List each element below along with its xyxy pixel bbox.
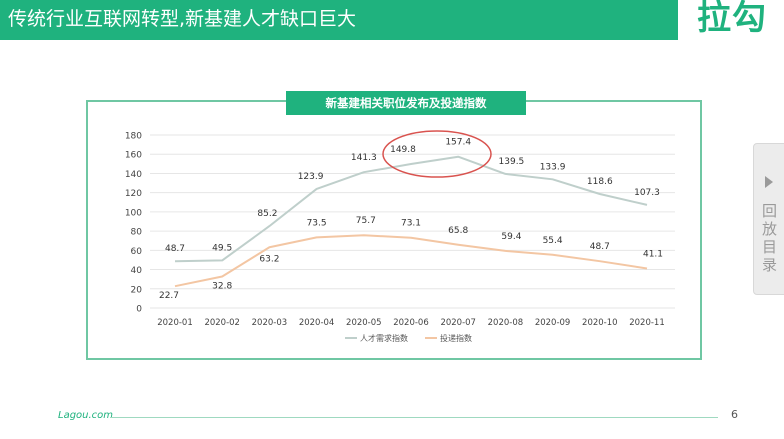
- data-label: 22.7: [159, 291, 179, 301]
- data-label: 85.2: [257, 209, 277, 219]
- y-tick-label: 100: [125, 208, 142, 218]
- legend-label: 人才需求指数: [360, 333, 408, 343]
- data-label: 141.3: [351, 153, 377, 163]
- playback-toc-tab[interactable]: 回放目录: [753, 143, 784, 295]
- data-label: 63.2: [259, 254, 279, 264]
- y-tick-label: 0: [136, 305, 142, 315]
- chart-title: 新基建相关职位发布及投递指数: [286, 91, 526, 115]
- y-tick-label: 160: [125, 151, 142, 161]
- x-tick-label: 2020-03: [252, 318, 288, 328]
- chart-frame: [86, 100, 702, 360]
- data-label: 41.1: [643, 249, 663, 259]
- playback-toc-label: 回放目录: [762, 202, 778, 274]
- y-tick-label: 180: [125, 132, 142, 142]
- data-label: 55.4: [543, 236, 563, 246]
- y-tick-label: 140: [125, 170, 142, 180]
- footer-divider: [110, 417, 718, 418]
- data-label: 149.8: [390, 145, 416, 155]
- data-label: 73.5: [307, 218, 327, 228]
- y-tick-label: 60: [131, 247, 143, 257]
- slide-title: 传统行业互联网转型,新基建人才缺口巨大: [8, 8, 357, 30]
- page-number: 6: [731, 408, 738, 421]
- data-label: 107.3: [634, 188, 660, 198]
- data-label: 75.7: [356, 216, 376, 226]
- series-line-2: [174, 234, 648, 288]
- data-label: 32.8: [212, 281, 232, 291]
- data-label: 123.9: [298, 172, 324, 182]
- data-label: 73.1: [401, 219, 421, 229]
- x-tick-label: 2020-04: [299, 318, 335, 328]
- data-label: 48.7: [165, 244, 185, 254]
- series-line-1: [174, 155, 648, 263]
- y-tick-label: 80: [131, 228, 143, 238]
- legend-label: 投递指数: [440, 333, 472, 343]
- data-label: 118.6: [587, 177, 613, 187]
- x-tick-label: 2020-08: [488, 318, 524, 328]
- x-tick-label: 2020-02: [204, 318, 240, 328]
- expand-arrow-icon: [765, 176, 773, 188]
- x-tick-label: 2020-06: [393, 318, 429, 328]
- data-label: 49.5: [212, 243, 232, 253]
- footer-brand: Lagou.com: [58, 410, 114, 421]
- x-tick-label: 2020-11: [629, 318, 665, 328]
- x-tick-label: 2020-10: [582, 318, 618, 328]
- y-tick-label: 120: [125, 189, 142, 199]
- x-tick-label: 2020-07: [440, 318, 476, 328]
- data-label: 139.5: [499, 157, 525, 167]
- y-tick-label: 40: [131, 266, 143, 276]
- y-tick-label: 20: [131, 285, 143, 295]
- lagou-logo: 拉勾: [697, 0, 767, 38]
- data-label: 133.9: [540, 162, 566, 172]
- x-tick-label: 2020-01: [157, 318, 193, 328]
- x-tick-label: 2020-05: [346, 318, 382, 328]
- data-label: 65.8: [448, 226, 468, 236]
- x-tick-label: 2020-09: [535, 318, 571, 328]
- data-label: 59.4: [501, 232, 521, 242]
- title-bar: 传统行业互联网转型,新基建人才缺口巨大: [0, 0, 678, 40]
- highlight-circle: [382, 130, 492, 178]
- data-label: 48.7: [590, 242, 610, 252]
- data-label: 157.4: [445, 138, 471, 148]
